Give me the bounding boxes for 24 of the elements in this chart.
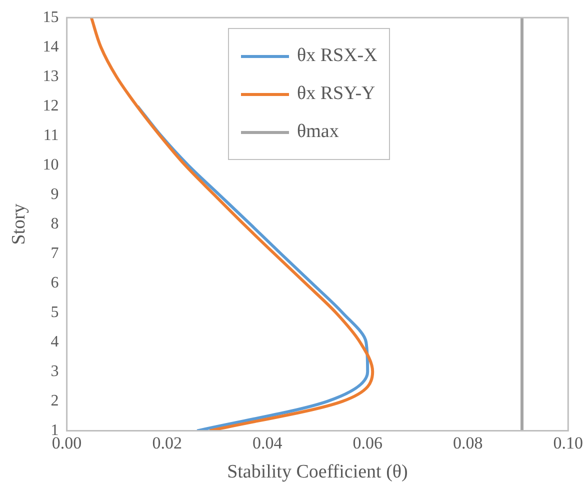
y-tick-label: 2 bbox=[50, 392, 59, 410]
y-tick-label: 8 bbox=[50, 215, 59, 232]
y-tick-label: 11 bbox=[43, 126, 59, 144]
y-tick-label: 6 bbox=[50, 274, 59, 292]
y-tick-label: 4 bbox=[50, 333, 59, 350]
y-tick-label: 3 bbox=[50, 362, 59, 380]
x-tick-label: 0.10 bbox=[553, 433, 583, 452]
x-tick-label: 0.06 bbox=[352, 433, 382, 452]
x-tick-label: 0.04 bbox=[252, 433, 283, 452]
y-tick-label: 9 bbox=[50, 186, 59, 203]
y-tick-label: 5 bbox=[50, 304, 59, 321]
legend-label: θx RSY-Y bbox=[297, 83, 376, 105]
y-tick-label: 12 bbox=[42, 97, 59, 114]
x-tick-label: 0.02 bbox=[152, 433, 182, 452]
y-tick-label: 14 bbox=[42, 38, 59, 56]
y-axis-title: Story bbox=[8, 203, 30, 245]
legend-label: θx RSX-X bbox=[297, 45, 378, 67]
x-tick-label: 0.08 bbox=[452, 433, 483, 452]
legend-label: θmax bbox=[297, 121, 339, 143]
x-axis-title: Stability Coefficient (θ) bbox=[227, 462, 408, 483]
y-tick-label: 10 bbox=[42, 156, 59, 174]
y-tick-label: 15 bbox=[42, 8, 59, 26]
y-tick-label: 13 bbox=[42, 68, 59, 85]
y-tick-label: 7 bbox=[50, 244, 59, 262]
